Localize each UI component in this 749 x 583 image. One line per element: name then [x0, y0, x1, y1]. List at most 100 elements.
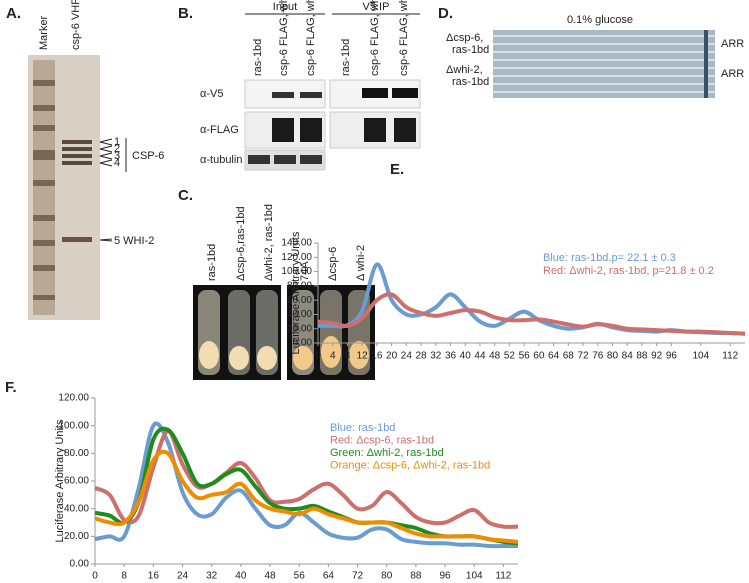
x-tick-label: 4: [330, 351, 336, 362]
lane-label: Marker: [38, 15, 50, 50]
y-tick-label: 60.00: [64, 476, 89, 487]
lane-label: ras-1bd: [252, 39, 264, 76]
x-tick-label: 44: [474, 351, 486, 362]
group-label: Input: [273, 1, 297, 13]
x-tick-label: 32: [206, 571, 218, 582]
x-tick-label: 0: [315, 351, 321, 362]
lane-label: csp-6 FLAG, whi-2 V5-10: [369, 0, 381, 76]
x-tick-label: 104: [466, 571, 483, 582]
band-number: 2: [114, 143, 120, 155]
blot-label: α-V5: [200, 88, 223, 100]
x-tick-label: 60: [533, 351, 545, 362]
x-tick-label: 16: [371, 351, 383, 362]
legend-entry: Blue: ras-1bd,p= 22.1 ± 0.3: [543, 252, 676, 264]
marker-lane: [33, 60, 55, 315]
legend-entry: Red: Δcsp-6, ras-1bd: [330, 434, 434, 446]
x-tick-label: 12: [357, 351, 369, 362]
strain-label: Δwhi-2,: [446, 64, 483, 76]
x-tick-label: 72: [352, 571, 364, 582]
rhythm-tag: ARR: [721, 38, 744, 50]
y-tick-label: 120.00: [58, 393, 89, 404]
legend-entry: Orange: Δcsp-6, Δwhi-2, ras-1bd: [330, 459, 490, 471]
y-axis-title: Luciferase Arbitrary Units: [290, 231, 302, 354]
y-tick-label: 20.00: [287, 323, 312, 334]
y-tick-label: 40.00: [287, 309, 312, 320]
x-tick-label: 92: [651, 351, 663, 362]
group-label: V5 IP: [363, 1, 390, 13]
x-tick-label: 56: [519, 351, 531, 362]
x-tick-label: 48: [264, 571, 276, 582]
x-tick-label: 40: [235, 571, 247, 582]
x-tick-label: 104: [692, 351, 709, 362]
lane-label: csp-6 FLAG, whi-2 V5-13: [305, 0, 317, 76]
lane-label: csp-6 VHF: [70, 0, 82, 50]
gel-bands: [33, 80, 92, 300]
y-tick-label: 120.00: [281, 252, 312, 263]
strain-label: ras-1bd: [452, 76, 489, 88]
panel-label: B.: [178, 5, 193, 22]
x-tick-label: 40: [460, 351, 472, 362]
blot-label: α-tubulin: [200, 154, 242, 166]
y-tick-label: 40.00: [64, 503, 89, 514]
band-number: 3: [114, 150, 120, 162]
x-tick-label: 72: [577, 351, 589, 362]
x-tick-label: 112: [722, 351, 738, 362]
y-tick-label: 20.00: [64, 531, 89, 542]
x-tick-label: 8: [121, 571, 127, 582]
panel-label: F.: [5, 379, 17, 396]
band-label: 5 WHI-2: [114, 235, 154, 247]
panel-title: 0.1% glucose: [567, 14, 633, 26]
x-tick-label: 88: [410, 571, 422, 582]
y-tick-label: 100.00: [281, 266, 312, 277]
x-tick-label: 88: [636, 351, 648, 362]
x-tick-label: 8: [345, 351, 351, 362]
rhythm-tag: ARR: [721, 68, 744, 80]
tubes: [198, 290, 370, 375]
lane-label: csp-6 FLAG, whi-2 V5-10: [278, 0, 290, 76]
x-tick-label: 96: [440, 571, 452, 582]
race-tube-lines: [493, 35, 715, 93]
legend-entry: Green: Δwhi-2, ras-1bd: [330, 447, 444, 459]
y-tick-label: 140.00: [281, 238, 312, 249]
blot-label: α-FLAG: [200, 124, 239, 136]
x-tick-label: 24: [177, 571, 189, 582]
race-tubes: [493, 30, 715, 98]
strain-label: ras-1bd: [452, 44, 489, 56]
lane-label: 74A: [299, 261, 311, 281]
x-tick-label: 32: [430, 351, 442, 362]
y-tick-label: 0.00: [293, 338, 313, 349]
lane-label: ras-1bd: [340, 39, 352, 76]
lane-label: csp-6 FLAG, whi-2 V5-13: [398, 0, 410, 76]
lane-label: Δcsp-6,ras-1bd: [235, 206, 247, 281]
data-line: [317, 292, 746, 336]
x-tick-label: 112: [495, 571, 511, 582]
western-blots: [244, 79, 421, 171]
x-tick-label: 16: [148, 571, 160, 582]
band-arrows: [99, 138, 127, 242]
y-axis-title: Luciferase Arbitrary Units: [54, 419, 66, 542]
x-tick-label: 76: [592, 351, 604, 362]
panel-label: C.: [178, 187, 193, 204]
x-tick-label: 0: [92, 571, 98, 582]
panel-label: E.: [390, 161, 404, 178]
y-tick-label: 0.00: [70, 559, 90, 570]
band-group: CSP-6: [132, 150, 164, 162]
x-tick-label: 68: [563, 351, 575, 362]
x-tick-label: 80: [381, 571, 393, 582]
legend-entry: Red: Δwhi-2, ras-1bd, p=21.8 ± 0.2: [543, 265, 714, 277]
data-line: [94, 429, 519, 529]
panel-label: A.: [6, 5, 21, 22]
panel-label: D.: [438, 5, 453, 22]
data-line: [94, 449, 519, 544]
y-tick-label: 100.00: [58, 420, 89, 431]
legend-entry: Blue: ras-1bd: [330, 422, 395, 434]
band-number: 1: [114, 136, 120, 148]
x-tick-label: 20: [386, 351, 398, 362]
y-tick-label: 80.00: [64, 448, 89, 459]
x-tick-label: 52: [504, 351, 516, 362]
x-tick-label: 24: [401, 351, 413, 362]
strain-label: Δcsp-6,: [446, 32, 483, 44]
lane-label: Δ whi-2: [355, 245, 367, 281]
